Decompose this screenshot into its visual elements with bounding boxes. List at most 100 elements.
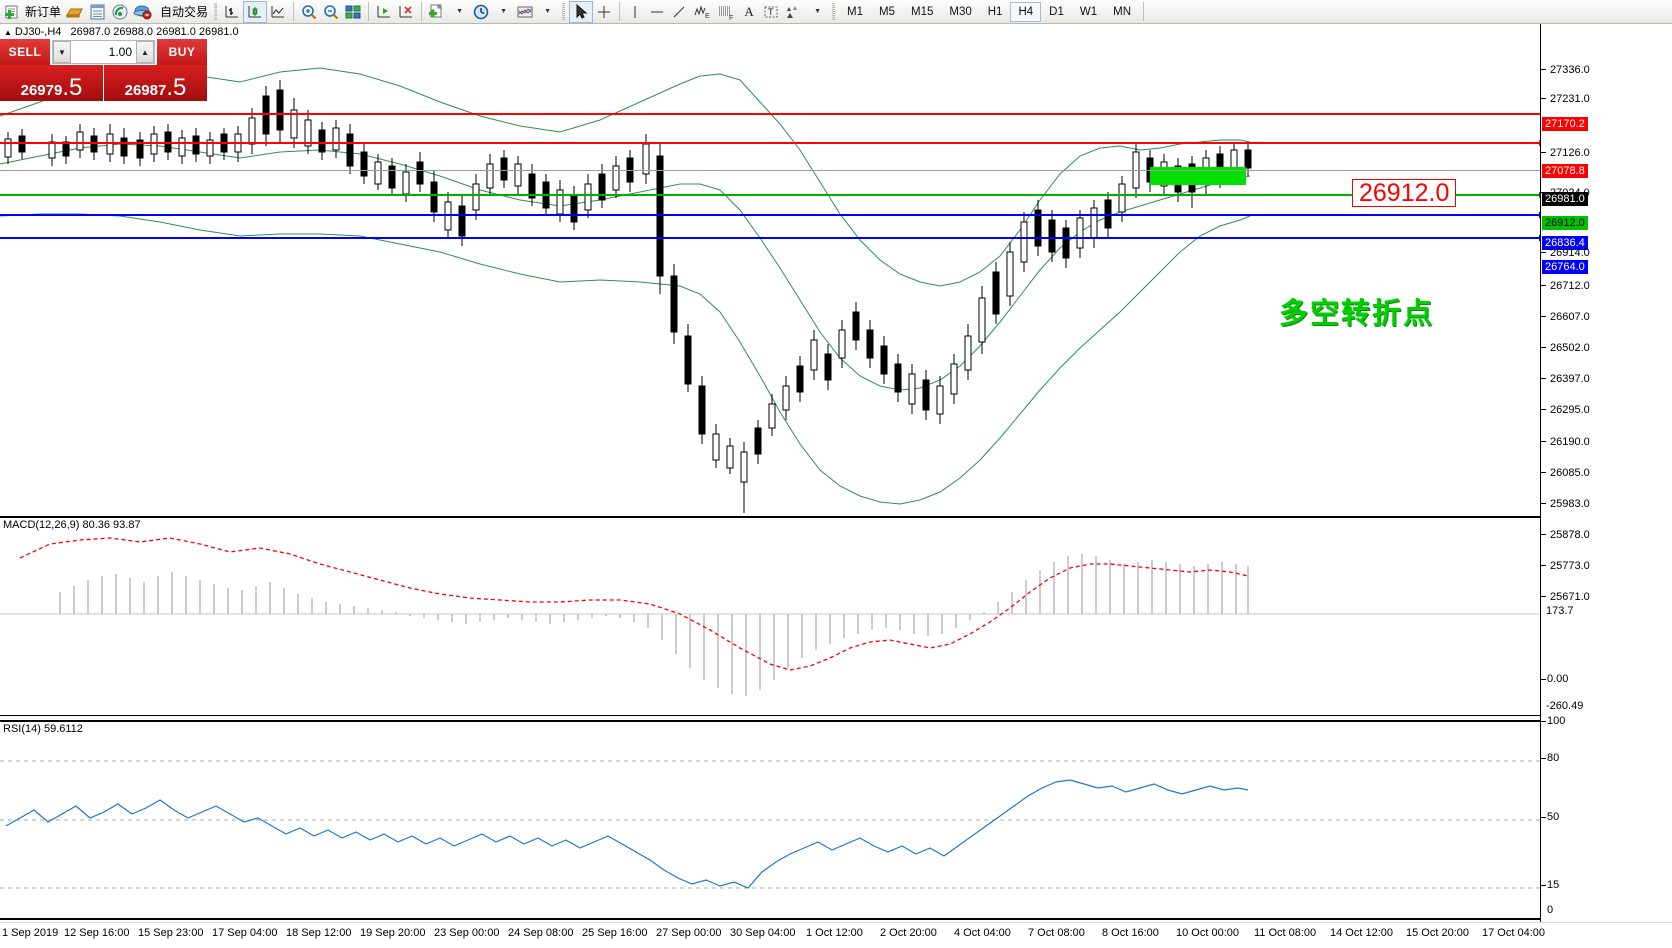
text-icon[interactable]: A xyxy=(744,3,754,19)
autotrade-label: 自动交易 xyxy=(160,5,209,19)
time-tick: 17 Sep 04:00 xyxy=(212,927,278,939)
chart-symbol-header: ▲ DJ30-,H4 26987.0 26988.0 26981.0 26981.… xyxy=(4,26,239,38)
svg-text:F: F xyxy=(729,15,733,21)
toolbar-separator-3 xyxy=(832,2,836,21)
tile-windows-icon[interactable] xyxy=(342,1,364,23)
horizontal-line-icon[interactable] xyxy=(646,1,668,23)
price-tick-label: 27231.0 xyxy=(1550,92,1590,105)
objects-list-dropdown[interactable]: ▼ xyxy=(814,8,821,15)
period-dropdown[interactable]: ▼ xyxy=(500,8,507,15)
price-tick: 26397.0 xyxy=(1541,372,1672,385)
price-scale-axis[interactable]: 27336.0 27231.0 27170.2 27126.0 27078.8 … xyxy=(1540,24,1672,924)
toolbar-divider-3 xyxy=(421,2,423,21)
toolbar-divider-4 xyxy=(619,2,621,21)
zoom-out-icon[interactable] xyxy=(320,1,342,23)
timeframe-w1[interactable]: W1 xyxy=(1079,5,1098,18)
time-tick: 2 Oct 20:00 xyxy=(880,927,937,939)
rsi-label: RSI(14) 59.6112 xyxy=(3,723,83,735)
autotrade-button[interactable]: 自动交易 xyxy=(155,1,210,23)
price-tick-label: 26190.0 xyxy=(1550,435,1590,448)
gold-bar-icon[interactable] xyxy=(63,1,87,23)
elliott-wave-icon[interactable]: E xyxy=(690,1,714,23)
buy-price[interactable]: 26987.5 xyxy=(104,65,207,101)
trendline-icon[interactable] xyxy=(668,1,690,23)
objects-list-icon[interactable] xyxy=(782,1,806,23)
bar-chart-icon[interactable] xyxy=(221,1,243,23)
price-tick-label: 26502.0 xyxy=(1550,341,1590,354)
rsi-tick-0: 0 xyxy=(1547,904,1554,916)
price-level-annotation[interactable]: 26912.0 xyxy=(1352,179,1457,208)
support-line-26836[interactable] xyxy=(0,212,1545,218)
vertical-line-icon[interactable] xyxy=(624,1,646,23)
timeframe-m30[interactable]: M30 xyxy=(949,5,972,18)
level-badge-26912[interactable]: 26912.0 xyxy=(1542,216,1588,230)
timeframe-m15[interactable]: M15 xyxy=(911,5,934,18)
sell-button[interactable]: SELL xyxy=(0,39,50,65)
macd-signal-line xyxy=(19,537,1249,671)
resistance-line-27078[interactable] xyxy=(0,140,1545,146)
price-chart-pane[interactable]: 26912.0 多空转折点 xyxy=(0,24,1545,513)
expert-advisor-icon[interactable] xyxy=(131,1,155,23)
timeframe-mn[interactable]: MN xyxy=(1113,5,1131,18)
level-badge-26836[interactable]: 26836.4 xyxy=(1542,236,1588,250)
chinese-annotation-note[interactable]: 多空转折点 xyxy=(1279,296,1435,330)
time-tick: 25 Sep 16:00 xyxy=(582,927,648,939)
price-tick: 25878.0 xyxy=(1541,528,1672,541)
volume-increment-icon[interactable]: ▲ xyxy=(136,41,154,63)
crosshair-icon[interactable] xyxy=(593,1,615,23)
new-object-icon[interactable] xyxy=(426,1,448,23)
cursor-icon[interactable] xyxy=(569,0,594,23)
rsi-tick-15: 15 xyxy=(1547,879,1560,891)
period-icon[interactable] xyxy=(470,1,492,23)
time-tick: 24 Sep 08:00 xyxy=(508,927,574,939)
chart-shift-icon[interactable] xyxy=(373,1,395,23)
timeframe-m1[interactable]: M1 xyxy=(847,5,864,18)
timeframe-h1[interactable]: H1 xyxy=(987,5,1003,18)
time-axis[interactable]: 1 Sep 2019 12 Sep 16:00 15 Sep 23:00 17 … xyxy=(0,922,1672,948)
time-tick: 27 Sep 00:00 xyxy=(656,927,722,939)
new-order-button[interactable]: 新订单 xyxy=(2,1,63,23)
rsi-line xyxy=(5,779,1249,889)
sell-price[interactable]: 26979.5 xyxy=(0,65,104,101)
price-tick: 27231.0 xyxy=(1541,92,1672,105)
new-object-dropdown[interactable]: ▼ xyxy=(456,8,463,15)
buy-button[interactable]: BUY xyxy=(157,39,207,65)
data-window-icon[interactable] xyxy=(87,1,109,23)
support-line-26912[interactable] xyxy=(0,192,1545,198)
time-tick: 10 Oct 00:00 xyxy=(1176,927,1239,939)
level-badge-27078[interactable]: 27078.8 xyxy=(1542,164,1588,178)
signal-icon[interactable] xyxy=(109,1,131,23)
rsi-tick-50: 50 xyxy=(1547,811,1560,823)
candlestick-chart-icon[interactable] xyxy=(243,0,268,23)
one-click-trading-panel[interactable]: SELL ▼ 1.00 ▲ BUY 26979.5 26987.5 xyxy=(0,39,207,101)
fibonacci-icon[interactable]: F xyxy=(714,1,738,23)
price-tick-label: 26914.0 xyxy=(1550,246,1590,259)
volume-value[interactable]: 1.00 xyxy=(108,45,132,59)
time-tick: 4 Oct 04:00 xyxy=(954,927,1011,939)
level-badge-27170[interactable]: 27170.2 xyxy=(1542,117,1588,131)
indicators-icon[interactable] xyxy=(514,1,536,23)
price-tick-label: 26085.0 xyxy=(1550,466,1590,479)
auto-scroll-icon[interactable] xyxy=(395,1,417,23)
support-line-26764[interactable] xyxy=(0,235,1545,241)
timeframe-h4[interactable]: H4 xyxy=(1010,1,1042,22)
collapse-arrow-icon[interactable]: ▲ xyxy=(4,28,12,37)
price-tick-label: 25983.0 xyxy=(1550,497,1590,510)
price-tick: 25671.0 xyxy=(1541,590,1672,603)
rsi-pane[interactable]: RSI(14) 59.6112 xyxy=(0,720,1540,920)
zoom-in-icon[interactable] xyxy=(298,1,320,23)
svg-text:E: E xyxy=(705,13,710,20)
macd-label: MACD(12,26,9) 80.36 93.87 xyxy=(3,519,141,531)
text-label-icon[interactable]: T xyxy=(760,1,782,23)
volume-field[interactable]: ▼ 1.00 ▲ xyxy=(52,40,155,64)
macd-pane[interactable]: MACD(12,26,9) 80.36 93.87 xyxy=(0,516,1540,716)
timeframe-m5[interactable]: M5 xyxy=(879,5,895,18)
level-badge-26764[interactable]: 26764.0 xyxy=(1542,260,1588,274)
rsi-tick-dash-100 xyxy=(1541,721,1546,722)
line-chart-icon[interactable] xyxy=(267,1,289,23)
macd-svg xyxy=(0,537,1540,696)
timeframe-d1[interactable]: D1 xyxy=(1049,5,1064,18)
indicators-dropdown[interactable]: ▼ xyxy=(544,8,551,15)
resistance-line-27170[interactable] xyxy=(0,113,1540,115)
volume-dropdown-icon[interactable]: ▼ xyxy=(53,41,71,63)
